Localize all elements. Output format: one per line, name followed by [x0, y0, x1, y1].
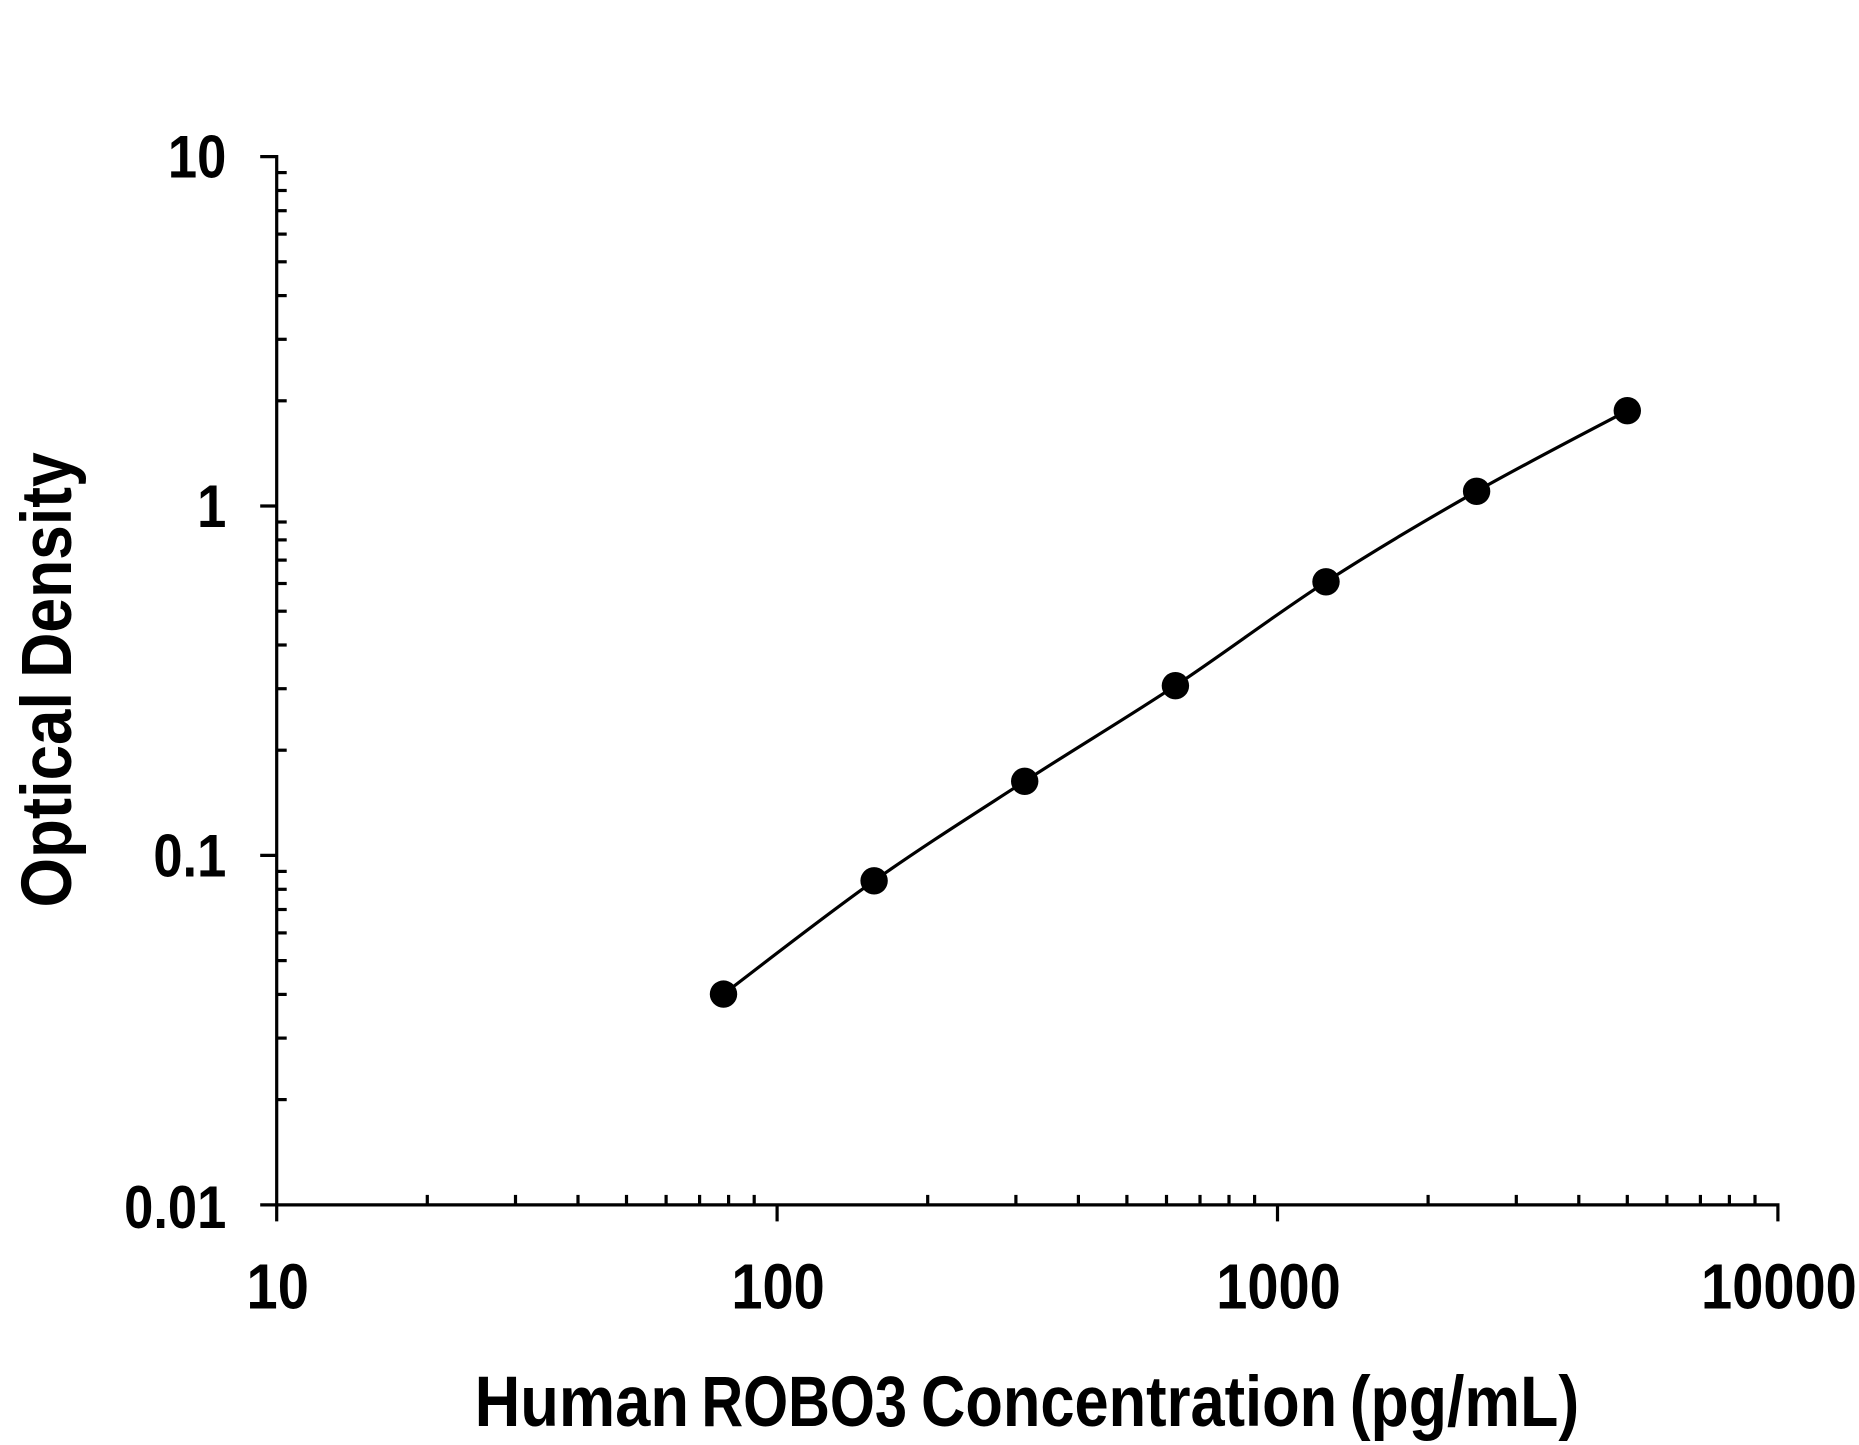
- svg-text:Density: Density: [7, 452, 87, 677]
- svg-text:Optical: Optical: [7, 692, 86, 908]
- svg-text:10000: 10000: [1701, 1251, 1857, 1322]
- svg-text:10: 10: [247, 1251, 309, 1322]
- svg-text:100: 100: [731, 1251, 824, 1322]
- svg-text:0.01: 0.01: [124, 1174, 226, 1241]
- svg-text:0.1: 0.1: [153, 822, 226, 889]
- svg-text:Concentration: Concentration: [921, 1363, 1337, 1442]
- svg-text:Human: Human: [475, 1362, 689, 1441]
- svg-text:10: 10: [168, 123, 226, 190]
- svg-text:(pg/mL): (pg/mL): [1350, 1362, 1579, 1442]
- svg-text:1: 1: [197, 473, 226, 540]
- svg-text:1000: 1000: [1216, 1251, 1341, 1322]
- svg-text:ROBO3: ROBO3: [701, 1361, 907, 1441]
